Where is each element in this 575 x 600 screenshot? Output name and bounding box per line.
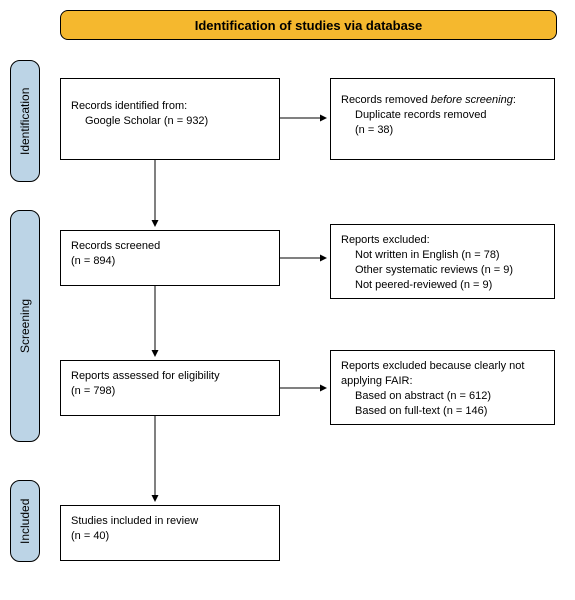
box-assessed: Reports assessed for eligibility (n = 79… — [60, 360, 280, 416]
excluded1-line4: Not peered-reviewed (n = 9) — [341, 278, 544, 293]
excluded1-line2: Not written in English (n = 78) — [341, 248, 544, 263]
stage-included: Included — [10, 480, 40, 562]
box-removed: Records removed before screening: Duplic… — [330, 78, 555, 160]
assessed-line1: Reports assessed for eligibility — [71, 369, 269, 384]
box-excluded2: Reports excluded because clearly not app… — [330, 350, 555, 425]
excluded1-line1: Reports excluded: — [341, 233, 544, 248]
stage-screening: Screening — [10, 210, 40, 442]
screened-line1: Records screened — [71, 239, 269, 254]
box-included: Studies included in review (n = 40) — [60, 505, 280, 561]
excluded2-line1: Reports excluded because clearly not app… — [341, 359, 544, 389]
excluded2-line3: Based on full-text (n = 146) — [341, 404, 544, 419]
removed-line1-pre: Records removed — [341, 94, 431, 106]
included-line1: Studies included in review — [71, 514, 269, 529]
stage-included-label: Included — [18, 498, 32, 543]
stage-identification: Identification — [10, 60, 40, 182]
excluded2-line2: Based on abstract (n = 612) — [341, 389, 544, 404]
box-identified: Records identified from: Google Scholar … — [60, 78, 280, 160]
screened-line2: (n = 894) — [71, 254, 269, 269]
box-excluded1: Reports excluded: Not written in English… — [330, 224, 555, 299]
removed-line3: (n = 38) — [341, 123, 544, 138]
removed-line2: Duplicate records removed — [341, 108, 544, 123]
identified-line1: Records identified from: — [71, 99, 269, 114]
removed-line1-italic: before screening — [431, 94, 513, 106]
assessed-line2: (n = 798) — [71, 384, 269, 399]
identified-line2: Google Scholar (n = 932) — [71, 114, 269, 129]
header-text: Identification of studies via database — [195, 18, 423, 33]
header-box: Identification of studies via database — [60, 10, 557, 40]
stage-screening-label: Screening — [18, 299, 32, 353]
included-line2: (n = 40) — [71, 529, 269, 544]
removed-line1-post: : — [513, 94, 516, 106]
box-screened: Records screened (n = 894) — [60, 230, 280, 286]
excluded1-line3: Other systematic reviews (n = 9) — [341, 263, 544, 278]
stage-identification-label: Identification — [18, 87, 32, 154]
removed-line1: Records removed before screening: — [341, 93, 544, 108]
